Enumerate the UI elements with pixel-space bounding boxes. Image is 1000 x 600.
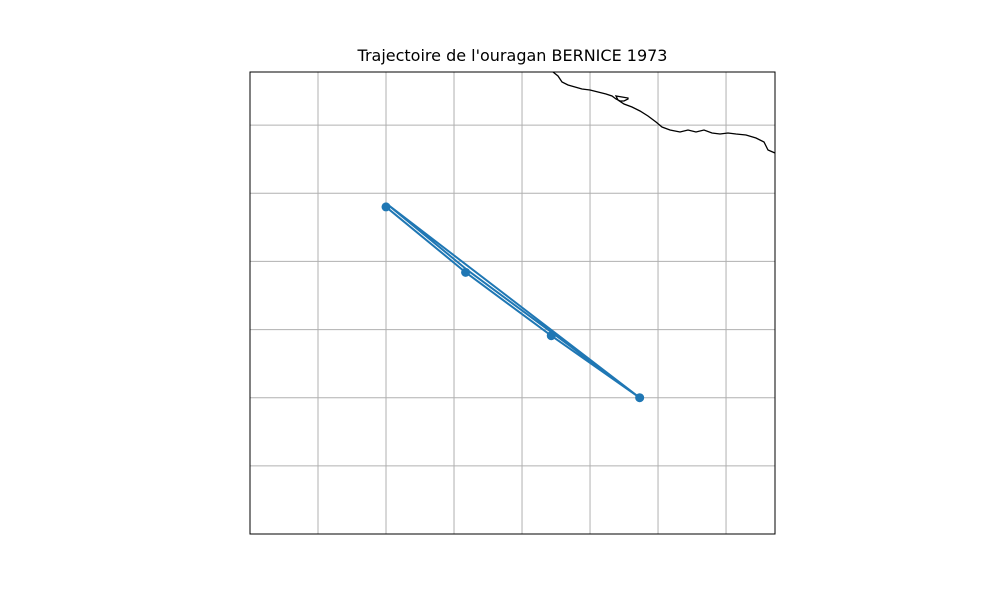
- graticule: [250, 72, 775, 534]
- coastline: [552, 71, 776, 154]
- track-point-1: [461, 267, 471, 277]
- track-point-0: [381, 202, 391, 212]
- track-point-3: [635, 393, 645, 403]
- track-line: [385, 203, 641, 399]
- map-frame: [249, 71, 776, 535]
- map-title: Trajectoire de l'ouragan BERNICE 1973: [357, 46, 668, 65]
- track-point-2: [546, 331, 556, 341]
- hurricane-track: [381, 202, 645, 403]
